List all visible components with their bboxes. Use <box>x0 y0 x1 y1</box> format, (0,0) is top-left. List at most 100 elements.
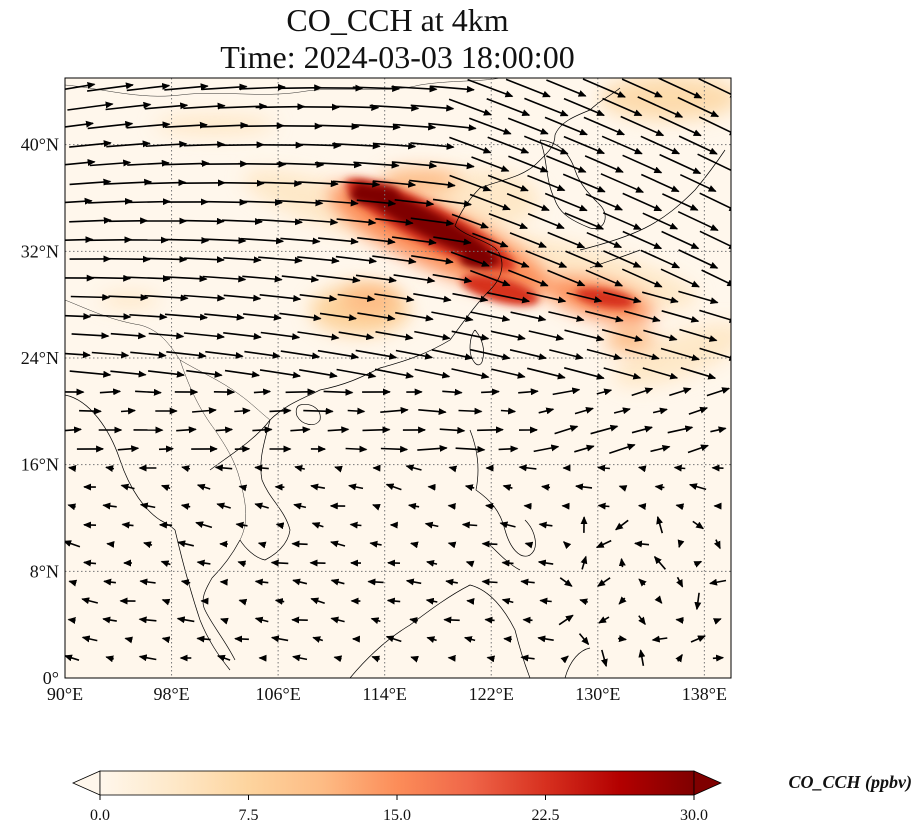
wind-arrow <box>481 578 498 586</box>
wind-arrow <box>679 173 717 193</box>
wind-arrow <box>323 388 354 396</box>
wind-arrow <box>466 597 475 605</box>
wind-arrow <box>562 173 606 193</box>
wind-arrow <box>706 387 731 397</box>
wind-arrow <box>395 349 434 360</box>
wind-arrow <box>330 616 345 624</box>
wind-arrow <box>235 521 248 529</box>
wind-arrow <box>105 465 115 472</box>
wind-arrow <box>347 407 366 415</box>
wind-arrow <box>541 483 551 491</box>
wind-arrow <box>144 102 189 110</box>
plot-title: CO_CCH at 4km Time: 2024-03-03 18:00:00 <box>0 2 795 76</box>
wind-arrow <box>501 559 514 567</box>
wind-arrow <box>183 294 226 302</box>
wind-arrow <box>89 159 132 167</box>
wind-arrow <box>442 388 463 396</box>
wind-arrow <box>527 174 566 192</box>
wind-arrow <box>298 180 339 188</box>
wind-arrow <box>238 598 248 606</box>
wind-arrow <box>332 180 381 188</box>
wind-arrow <box>520 654 535 662</box>
wind-arrow <box>139 578 156 586</box>
wind-arrow <box>145 255 188 263</box>
wind-arrow <box>292 578 308 586</box>
wind-arrow <box>121 521 134 529</box>
wind-arrow <box>680 367 717 380</box>
wind-arrow <box>183 332 225 340</box>
wind-arrow <box>638 649 646 666</box>
wind-arrow <box>485 502 495 510</box>
wind-arrow <box>575 483 593 491</box>
wind-arrow <box>697 153 731 175</box>
wind-arrow <box>678 135 718 155</box>
wind-arrow <box>524 97 569 117</box>
wind-arrow <box>547 231 586 249</box>
wind-arrow <box>637 503 647 510</box>
wind-arrow <box>609 443 636 454</box>
wind-arrow <box>65 426 82 434</box>
wind-arrow <box>312 636 324 643</box>
lat-tick-label: 0° <box>43 668 59 688</box>
wind-arrow <box>120 483 135 491</box>
wind-arrow <box>68 465 77 472</box>
wind-arrow <box>223 294 262 302</box>
wind-arrow <box>564 212 605 230</box>
wind-arrow <box>477 426 504 434</box>
wind-arrow <box>654 595 663 604</box>
wind-arrow <box>334 465 343 473</box>
wind-arrow <box>355 274 397 284</box>
wind-arrow <box>240 237 285 245</box>
wind-arrow <box>499 521 516 529</box>
wind-arrow <box>202 275 247 283</box>
wind-arrow <box>472 232 509 248</box>
wind-arrow <box>257 541 267 549</box>
wind-arrow <box>699 192 731 212</box>
wind-arrow <box>694 592 702 611</box>
wind-arrow <box>369 104 420 112</box>
wind-arrow <box>216 502 231 510</box>
wind-arrow <box>601 135 643 155</box>
wind-arrow <box>432 198 472 208</box>
wind-arrow <box>135 388 162 396</box>
lon-tick-label: 90°E <box>47 684 83 704</box>
wind-arrow <box>330 540 346 548</box>
wind-arrow <box>184 256 225 264</box>
wind-arrow <box>370 617 381 625</box>
lon-tick-label: 98°E <box>153 684 189 704</box>
coast-malay <box>174 529 231 671</box>
wind-arrow <box>165 121 208 129</box>
wind-arrow <box>338 331 375 341</box>
wind-arrow <box>598 616 610 624</box>
wind-arrow <box>275 522 285 530</box>
wind-arrow <box>522 616 533 624</box>
wind-arrow <box>638 578 647 587</box>
wind-arrow <box>69 370 112 378</box>
wind-arrow <box>580 555 588 570</box>
wind-arrow <box>102 616 117 624</box>
wind-arrow <box>509 232 547 248</box>
wind-arrow <box>678 290 719 305</box>
wind-arrow <box>677 539 685 549</box>
wind-arrow <box>234 407 251 415</box>
wind-arrow <box>164 313 208 321</box>
wind-arrow <box>345 445 368 453</box>
wind-arrow <box>673 464 686 472</box>
wind-arrow <box>596 388 613 396</box>
wind-arrow <box>372 504 381 511</box>
wind-arrow <box>637 96 684 118</box>
wind-arrow <box>110 332 147 340</box>
wind-arrow <box>244 350 281 359</box>
wind-arrow <box>126 275 171 283</box>
wind-arrow <box>410 104 455 112</box>
coast-sulawesi <box>564 647 591 678</box>
wind-arrow <box>552 387 581 396</box>
wind-arrow <box>65 312 92 320</box>
wind-arrow <box>314 161 363 169</box>
wind-arrow <box>603 250 642 268</box>
wind-arrow <box>87 120 134 130</box>
wind-arrow <box>295 141 342 149</box>
wind-arrow <box>585 269 624 287</box>
wind-arrow <box>688 483 707 491</box>
wind-arrow <box>491 368 526 379</box>
